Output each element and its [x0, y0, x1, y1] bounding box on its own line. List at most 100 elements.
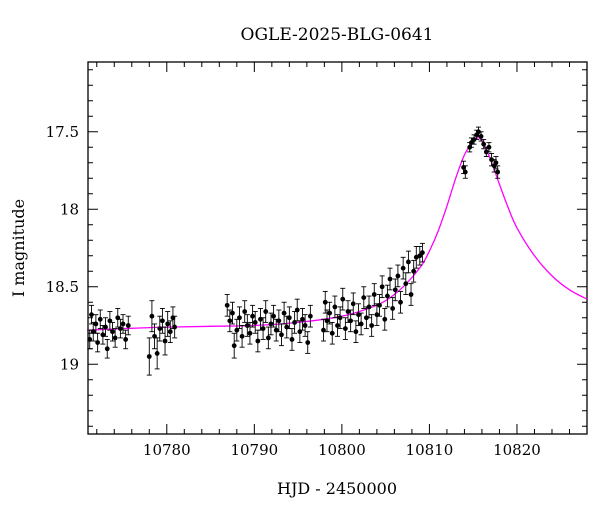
point-marker [112, 335, 118, 341]
data-point [495, 165, 501, 179]
point-marker [476, 129, 481, 135]
data-point [324, 309, 330, 333]
point-marker [369, 323, 375, 328]
data-point [224, 294, 230, 317]
point-marker [371, 292, 377, 297]
data-point [403, 272, 409, 295]
point-marker [242, 309, 248, 314]
point-marker [97, 316, 103, 322]
data-point [302, 314, 308, 337]
data-point [332, 295, 338, 319]
data-point [292, 311, 298, 334]
point-marker [289, 337, 295, 342]
data-point [263, 300, 269, 323]
point-marker [167, 329, 173, 335]
data-point [411, 259, 417, 283]
data-point [271, 304, 277, 328]
data-point [265, 326, 271, 350]
data-point [342, 317, 348, 340]
data-point [95, 332, 101, 353]
data-point [363, 306, 369, 330]
point-marker [305, 340, 311, 345]
data-point [392, 278, 398, 302]
point-marker [300, 316, 305, 322]
point-marker [411, 268, 417, 274]
point-marker [366, 304, 372, 310]
data-point [165, 311, 171, 337]
data-point [299, 308, 305, 331]
point-marker [252, 320, 258, 325]
point-marker [489, 157, 494, 163]
plot-area [87, 61, 588, 435]
data-point [340, 287, 346, 311]
point-marker [483, 149, 489, 155]
point-marker [227, 318, 233, 324]
data-point [159, 308, 165, 334]
point-marker [268, 321, 274, 327]
data-point [348, 309, 354, 333]
point-marker [286, 315, 292, 321]
data-point [97, 309, 103, 330]
data-point [236, 306, 242, 330]
data-point [87, 329, 93, 350]
chart-title: OGLE-2025-BLG-0641 [241, 25, 434, 45]
point-marker [385, 293, 390, 299]
point-marker [224, 302, 230, 308]
point-marker [471, 137, 477, 142]
point-marker [493, 160, 499, 166]
point-marker [172, 324, 178, 330]
data-point [358, 312, 364, 336]
data-point [369, 314, 375, 337]
point-marker [89, 312, 94, 318]
point-marker [123, 337, 129, 342]
point-marker [392, 287, 398, 293]
data-point [278, 323, 284, 347]
point-marker [495, 169, 501, 175]
plot-frame [87, 61, 588, 435]
point-marker [324, 318, 330, 324]
data-point [172, 315, 178, 339]
data-point [154, 337, 160, 370]
data-point [390, 297, 396, 320]
point-marker [327, 310, 333, 316]
point-marker [104, 346, 110, 352]
point-marker [281, 310, 287, 316]
data-point [260, 317, 266, 340]
data-point [162, 326, 168, 356]
data-point [462, 165, 468, 179]
data-point [483, 146, 489, 158]
point-marker [390, 306, 396, 311]
point-marker [342, 326, 348, 331]
data-point [322, 290, 328, 314]
y-tick-label: 18.5 [46, 278, 79, 296]
data-point [305, 331, 311, 354]
y-tick-label: 18 [60, 200, 79, 218]
point-marker [340, 296, 346, 302]
point-marker [279, 332, 284, 338]
data-point [489, 152, 495, 167]
data-point [234, 318, 240, 342]
point-marker [265, 335, 271, 341]
axis-ticks [88, 62, 588, 434]
point-marker [146, 354, 152, 359]
tick-labels: 10780 10790 10800 10810 10820 17.5 18 18.5 19 [46, 123, 541, 459]
data-point [120, 314, 126, 334]
point-marker [237, 315, 242, 321]
y-tick-label: 17.5 [46, 123, 79, 141]
data-point [335, 314, 340, 337]
x-tick-label: 10790 [230, 441, 278, 459]
data-point [371, 283, 377, 306]
data-point [115, 308, 121, 328]
point-marker [125, 323, 131, 328]
point-marker [481, 141, 487, 147]
point-marker [103, 324, 108, 330]
point-marker [350, 301, 356, 307]
point-marker [231, 343, 237, 349]
data-point [419, 242, 425, 263]
point-marker [353, 329, 359, 335]
point-marker [250, 313, 255, 319]
data-point [167, 320, 173, 343]
data-point [244, 314, 250, 337]
point-marker [406, 259, 411, 265]
